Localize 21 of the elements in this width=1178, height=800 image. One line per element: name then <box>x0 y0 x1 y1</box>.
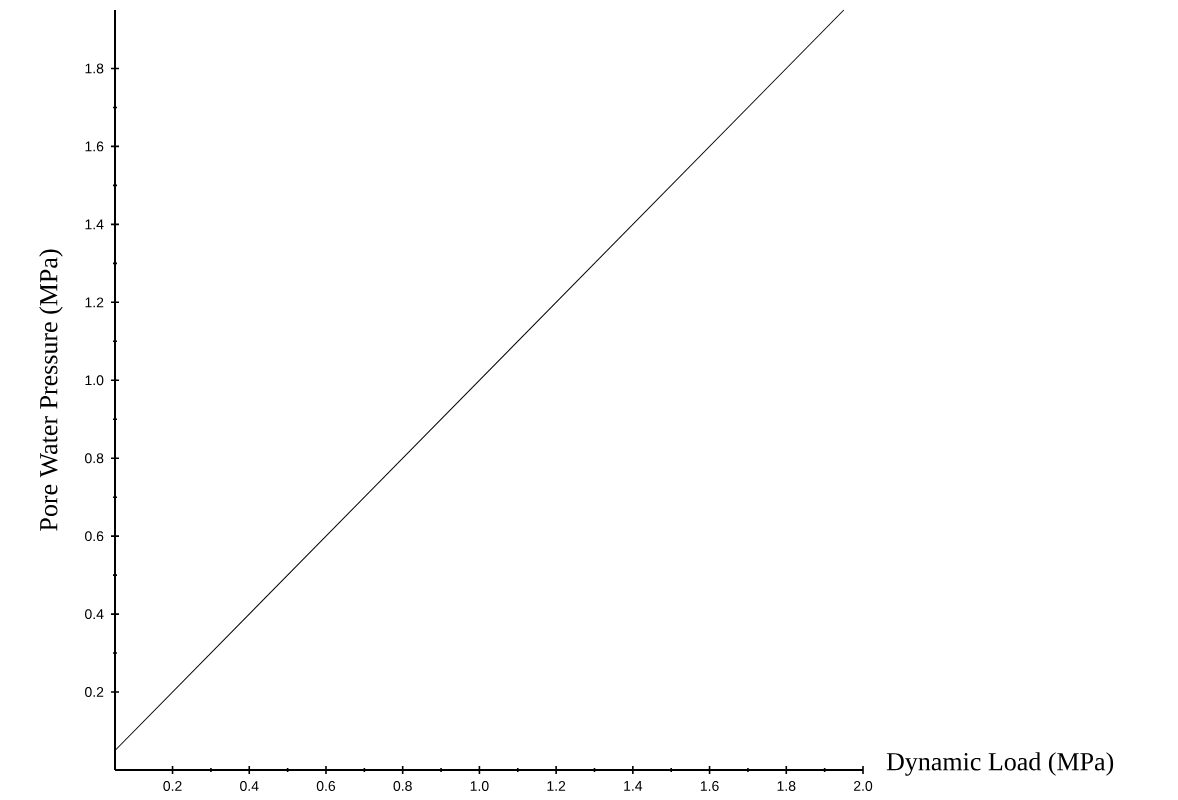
x-tick-label: 1.8 <box>777 781 796 791</box>
x-tick-label: 0.8 <box>393 781 412 791</box>
y-tick-label: 0.6 <box>85 531 104 542</box>
y-tick-label: 1.2 <box>85 297 104 308</box>
y-tick-label: 1.4 <box>85 219 104 230</box>
y-tick-label: 1.6 <box>85 141 104 152</box>
y-tick-label: 0.8 <box>85 453 104 464</box>
y-tick-label: 0.2 <box>85 687 104 697</box>
y-tick-label: 0.4 <box>85 609 104 620</box>
x-tick-label: 1.2 <box>547 781 566 791</box>
x-tick-label: 0.6 <box>316 781 336 791</box>
y-tick-label: 1.0 <box>85 375 104 386</box>
x-tick-label: 1.6 <box>700 781 719 791</box>
x-tick-label: 2.0 <box>853 781 873 791</box>
x-tick-label: 0.2 <box>163 781 182 791</box>
y-tick-label: 1.8 <box>85 63 104 74</box>
x-axis-title: Dynamic Load (MPa) <box>886 752 1114 776</box>
x-tick-label: 0.4 <box>240 781 259 791</box>
x-tick-label: 1.4 <box>624 781 643 791</box>
y-axis-title: Pore Water Pressure (MPa) <box>39 249 63 531</box>
x-tick-label: 1.0 <box>470 781 489 791</box>
